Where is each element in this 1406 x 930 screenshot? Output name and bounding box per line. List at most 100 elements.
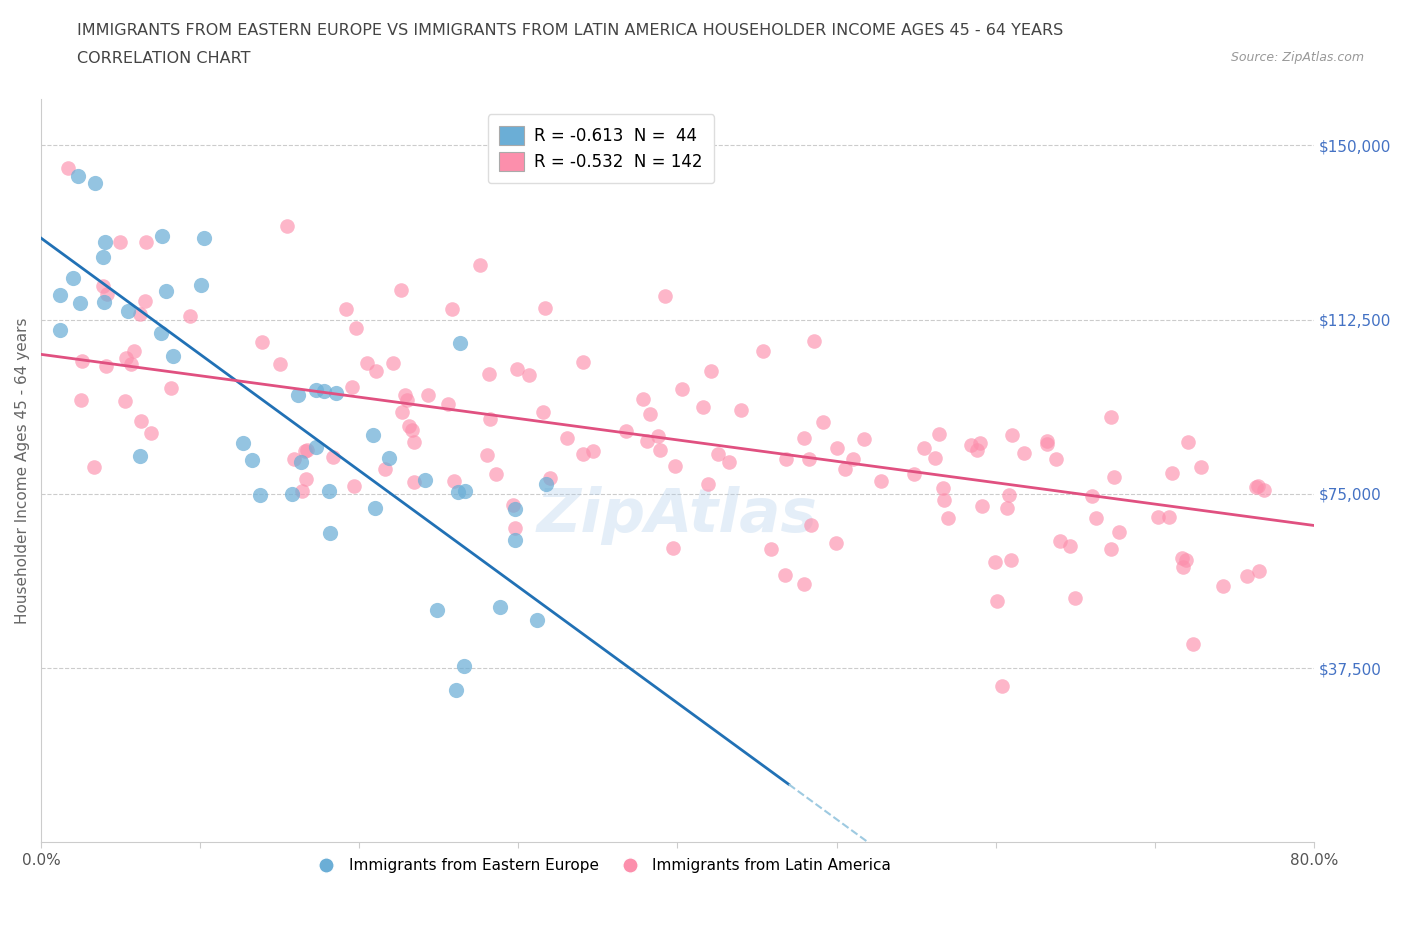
Point [447,485,470,499]
Point [394,387,416,402]
Point [281,486,304,501]
Point [1171,551,1194,565]
Point [1246,480,1268,495]
Point [276,219,298,233]
Point [761,542,783,557]
Point [364,364,387,379]
Point [404,475,426,490]
Point [775,451,797,466]
Point [66,168,89,183]
Point [413,472,436,487]
Point [440,302,463,317]
Point [752,343,775,358]
Text: IMMIGRANTS FROM EASTERN EUROPE VS IMMIGRANTS FROM LATIN AMERICA HOUSEHOLDER INCO: IMMIGRANTS FROM EASTERN EUROPE VS IMMIGR… [77,23,1063,38]
Point [1177,435,1199,450]
Point [1146,509,1168,524]
Point [997,487,1019,502]
Point [924,450,946,465]
Point [356,355,378,370]
Point [444,683,467,698]
Point [418,388,440,403]
Point [395,392,418,407]
Point [928,427,950,442]
Point [335,302,357,317]
Point [91,278,114,293]
Text: ZipAtlas: ZipAtlas [537,485,818,545]
Text: Source: ZipAtlas.com: Source: ZipAtlas.com [1230,51,1364,64]
Point [70,392,93,407]
Point [139,426,162,441]
Point [114,393,136,408]
Point [249,487,271,502]
Point [190,277,212,292]
Legend: Immigrants from Eastern Europe, Immigrants from Latin America: Immigrants from Eastern Europe, Immigran… [305,852,897,880]
Point [533,301,555,316]
Point [1036,433,1059,448]
Point [1064,591,1087,605]
Point [160,380,183,395]
Point [94,234,117,249]
Point [730,403,752,418]
Point [318,484,340,498]
Point [692,400,714,415]
Point [297,443,319,458]
Point [344,320,367,335]
Point [96,286,118,301]
Point [960,438,983,453]
Point [96,359,118,374]
Point [647,429,669,444]
Point [662,541,685,556]
Point [1001,427,1024,442]
Point [1081,488,1104,503]
Point [1036,437,1059,452]
Point [800,518,823,533]
Point [793,577,815,591]
Point [322,450,344,465]
Point [108,234,131,249]
Point [803,334,825,349]
Point [824,535,846,550]
Point [1175,552,1198,567]
Point [793,431,815,445]
Point [449,336,471,351]
Point [1171,560,1194,575]
Point [969,435,991,450]
Point [124,343,146,358]
Point [503,501,526,516]
Point [49,287,72,302]
Point [934,493,956,508]
Point [426,603,449,618]
Point [295,472,318,487]
Point [1189,459,1212,474]
Point [162,349,184,364]
Point [342,379,364,394]
Point [325,386,347,401]
Point [986,594,1008,609]
Point [502,498,524,512]
Point [477,366,499,381]
Point [616,424,638,439]
Point [797,451,820,466]
Point [269,357,291,372]
Point [115,351,138,365]
Point [69,296,91,311]
Point [401,422,423,437]
Point [389,283,412,298]
Point [506,362,529,377]
Point [454,484,477,498]
Point [983,554,1005,569]
Point [398,418,420,433]
Point [1236,568,1258,583]
Point [468,258,491,272]
Point [664,458,686,473]
Point [503,521,526,536]
Point [479,411,502,426]
Point [654,288,676,303]
Point [811,415,834,430]
Text: CORRELATION CHART: CORRELATION CHART [77,51,250,66]
Point [534,476,557,491]
Point [381,355,404,370]
Point [842,452,865,467]
Point [135,235,157,250]
Point [903,467,925,482]
